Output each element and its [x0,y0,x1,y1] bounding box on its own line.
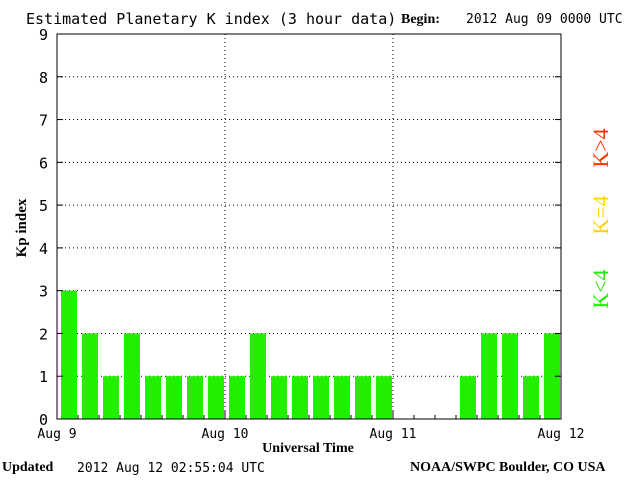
updated-value: 2012 Aug 12 02:55:04 UTC [77,461,265,476]
bar-13 [334,376,350,419]
y-tick-label: 7 [39,112,48,130]
legend-item-1: K=4 [588,195,613,234]
legend-item-2: K>4 [588,128,613,167]
y-tick-label: 2 [39,325,48,343]
bar-7 [208,376,224,419]
bar-23 [544,333,560,419]
y-tick-label: 0 [39,411,48,429]
bar-21 [502,333,518,419]
legend-item-0: K<4 [588,269,613,308]
source-credit: NOAA/SWPC Boulder, CO USA [410,460,606,475]
bar-22 [523,376,539,419]
x-axis-label: Universal Time [262,441,354,456]
begin-label: Begin: [401,12,440,27]
bar-5 [166,376,182,419]
bar-19 [460,376,476,419]
x-tick-label: Aug 9 [37,427,76,442]
bar-1 [82,333,98,419]
bar-20 [481,333,497,419]
bars [61,290,560,419]
legend: K<4 K=4 K>4 [588,128,613,308]
bar-6 [187,376,203,419]
bar-10 [271,376,287,419]
bar-15 [376,376,392,419]
bar-11 [292,376,308,419]
bar-0 [61,290,77,419]
bar-14 [355,376,371,419]
grid-lines [57,34,561,419]
y-axis-label: Kp index [14,198,30,257]
bar-3 [124,333,140,419]
chart-title: Estimated Planetary K index (3 hour data… [26,10,397,28]
y-tick-label: 8 [39,69,48,87]
y-tick-label: 9 [39,26,48,44]
bar-12 [313,376,329,419]
x-axis-ticks: Aug 9 Aug 10 Aug 11 Aug 12 [37,411,584,442]
x-tick-label: Aug 11 [370,427,417,442]
updated-label: Updated [2,460,54,475]
y-tick-label: 5 [39,197,48,215]
x-tick-label: Aug 12 [538,427,585,442]
x-tick-label: Aug 10 [202,427,249,442]
bar-8 [229,376,245,419]
y-tick-label: 3 [39,283,48,301]
y-tick-label: 4 [39,240,48,258]
bar-2 [103,376,119,419]
begin-value: 2012 Aug 09 0000 UTC [466,12,623,27]
y-tick-label: 1 [39,368,48,386]
bar-9 [250,333,266,419]
y-tick-label: 6 [39,154,48,172]
bar-4 [145,376,161,419]
y-axis-ticks: 0 1 2 3 4 5 6 7 8 9 [39,26,561,429]
